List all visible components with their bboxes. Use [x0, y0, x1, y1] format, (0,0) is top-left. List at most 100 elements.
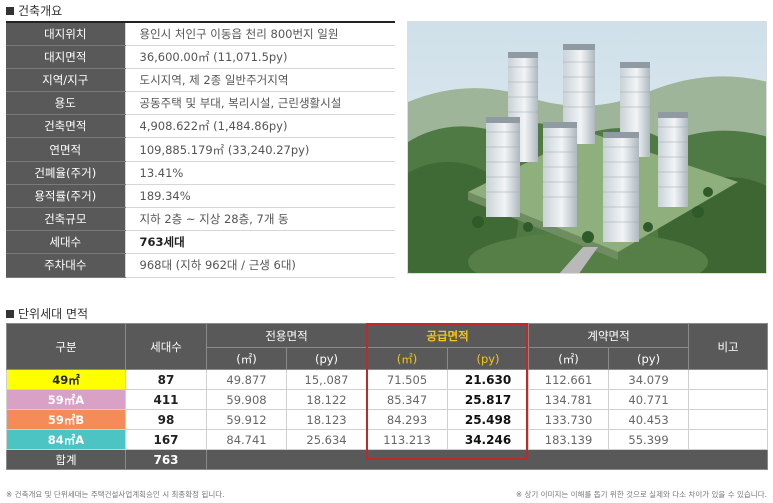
row-value: 109,885.179㎡ (33,240.27py) — [124, 137, 395, 162]
exclusive-sqm-cell: 59.912 — [206, 409, 287, 430]
footnote-left: ※ 건축개요 및 단위세대는 주택건설사업계획승인 시 최종확정 됩니다. — [6, 490, 225, 499]
table-row: 건축면적 4,908.622㎡ (1,484.86py) — [6, 114, 395, 139]
header-supply-sqm: (㎡) — [366, 347, 449, 370]
table-row: 59㎡B 98 59.912 18.123 84.293 25.498 133.… — [6, 409, 769, 430]
exclusive-py-cell: 18.122 — [285, 389, 368, 410]
note-cell — [688, 429, 769, 450]
exclusive-py-cell: 15,.087 — [285, 369, 368, 390]
contract-sqm-cell: 112.661 — [528, 369, 610, 390]
contract-sqm-cell: 134.781 — [528, 389, 610, 410]
exclusive-sqm-cell: 84.741 — [206, 429, 287, 450]
total-count: 763 — [125, 449, 207, 470]
supply-py-cell: 21.630 — [447, 369, 530, 390]
unit-type-cell: 59㎡A — [6, 389, 126, 410]
households-cell: 87 — [125, 369, 207, 390]
header-exclusive: 전용면적 — [205, 323, 368, 348]
unit-type-cell: 59㎡B — [6, 409, 126, 430]
note-cell — [688, 389, 769, 410]
unit-area-table: 구분 세대수 전용면적 공급면적 계약면적 비고 (㎡) (py) (㎡) (p… — [6, 323, 769, 470]
header-exclusive-sqm: (㎡) — [206, 347, 287, 370]
table-row: 49㎡ 87 49.877 15,.087 71.505 21.630 112.… — [6, 369, 769, 390]
table-row: 대지면적 36,600.00㎡ (11,071.5py) — [6, 45, 395, 69]
exclusive-py-cell: 18.123 — [285, 409, 368, 430]
exclusive-py-cell: 25.634 — [285, 429, 368, 450]
header-contract: 계약면적 — [528, 323, 690, 348]
overview-title: 건축개요 — [6, 2, 62, 19]
note-cell — [688, 369, 769, 390]
row-value: 4,908.622㎡ (1,484.86py) — [124, 114, 395, 139]
row-label: 대지면적 — [6, 45, 125, 69]
table-row: 대지위치 용인시 처인구 이동읍 천리 800번지 일원 — [6, 20, 395, 46]
aerial-view-image — [407, 21, 767, 274]
supply-sqm-cell: 71.505 — [366, 369, 449, 390]
row-value: 도시지역, 제 2종 일반주거지역 — [124, 68, 395, 93]
row-label: 건축규모 — [6, 207, 125, 232]
row-value: 36,600.00㎡ (11,071.5py) — [124, 45, 395, 69]
row-label: 연면적 — [6, 137, 125, 162]
row-label: 세대수 — [6, 230, 125, 255]
supply-py-cell: 25.817 — [447, 389, 530, 410]
header-contract-sqm: (㎡) — [528, 347, 610, 370]
row-value: 968대 (지하 962대 / 근생 6대) — [124, 253, 395, 278]
row-value: 13.41% — [124, 161, 395, 185]
total-label: 합계 — [6, 449, 126, 470]
table-row: 건축규모 지하 2층 ~ 지상 28층, 7개 동 — [6, 207, 395, 232]
row-label: 지역/지구 — [6, 68, 125, 93]
header-exclusive-py: (py) — [285, 347, 368, 370]
table-row: 세대수 763세대 — [6, 230, 395, 255]
header-contract-py: (py) — [608, 347, 690, 370]
square-bullet-icon — [6, 6, 14, 15]
unit-type-cell: 49㎡ — [6, 369, 126, 390]
total-empty-cell — [205, 449, 769, 470]
total-row: 합계 763 — [6, 449, 769, 470]
unit-type-cell: 84㎡A — [6, 429, 126, 450]
square-bullet-icon — [6, 309, 14, 318]
supply-sqm-cell: 85.347 — [366, 389, 449, 410]
exclusive-sqm-cell: 59.908 — [206, 389, 287, 410]
row-value: 공동주택 및 부대, 복리시설, 근린생활시설 — [124, 91, 395, 116]
footnote-right: ※ 상기 이미지는 이해를 돕기 위한 것으로 실제와 다소 차이가 있을 수 … — [515, 490, 767, 499]
households-cell: 98 — [125, 409, 207, 430]
header-note: 비고 — [688, 323, 769, 370]
households-cell: 167 — [125, 429, 207, 450]
units-title: 단위세대 면적 — [6, 305, 88, 322]
contract-py-cell: 40.453 — [608, 409, 690, 430]
table-row: 지역/지구 도시지역, 제 2종 일반주거지역 — [6, 68, 395, 93]
row-value: 용인시 처인구 이동읍 천리 800번지 일원 — [124, 20, 395, 46]
supply-sqm-cell: 84.293 — [366, 409, 449, 430]
row-label: 건축면적 — [6, 114, 125, 139]
row-label: 용적률(주거) — [6, 184, 125, 209]
table-row: 용적률(주거) 189.34% — [6, 184, 395, 209]
exclusive-sqm-cell: 49.877 — [206, 369, 287, 390]
row-label: 대지위치 — [6, 20, 125, 46]
row-value: 763세대 — [124, 230, 395, 255]
table-row: 연면적 109,885.179㎡ (33,240.27py) — [6, 137, 395, 162]
header-supply: 공급면적 — [366, 323, 530, 348]
row-value: 189.34% — [124, 184, 395, 209]
header-households: 세대수 — [125, 323, 207, 370]
header-supply-py: (py) — [447, 347, 530, 370]
table-row: 59㎡A 411 59.908 18.122 85.347 25.817 134… — [6, 389, 769, 410]
row-label: 주차대수 — [6, 253, 125, 278]
contract-sqm-cell: 183.139 — [528, 429, 610, 450]
supply-py-cell: 25.498 — [447, 409, 530, 430]
overview-table: 대지위치 용인시 처인구 이동읍 천리 800번지 일원 대지면적 36,600.0… — [6, 20, 395, 278]
overview-title-text: 건축개요 — [18, 4, 63, 18]
table-row: 주차대수 968대 (지하 962대 / 근생 6대) — [6, 253, 395, 278]
table-row: 용도 공동주택 및 부대, 복리시설, 근린생활시설 — [6, 91, 395, 116]
units-title-text: 단위세대 면적 — [18, 307, 89, 321]
contract-py-cell: 34.079 — [608, 369, 690, 390]
row-label: 용도 — [6, 91, 125, 116]
contract-sqm-cell: 133.730 — [528, 409, 610, 430]
contract-py-cell: 40.771 — [608, 389, 690, 410]
header-category: 구분 — [6, 323, 126, 370]
table-row: 84㎡A 167 84.741 25.634 113.213 34.246 18… — [6, 429, 769, 450]
note-cell — [688, 409, 769, 430]
row-label: 건폐율(주거) — [6, 161, 125, 185]
table-row: 건폐율(주거) 13.41% — [6, 161, 395, 185]
households-cell: 411 — [125, 389, 207, 410]
supply-py-cell: 34.246 — [447, 429, 530, 450]
supply-sqm-cell: 113.213 — [366, 429, 449, 450]
contract-py-cell: 55.399 — [608, 429, 690, 450]
row-value: 지하 2층 ~ 지상 28층, 7개 동 — [124, 207, 395, 232]
